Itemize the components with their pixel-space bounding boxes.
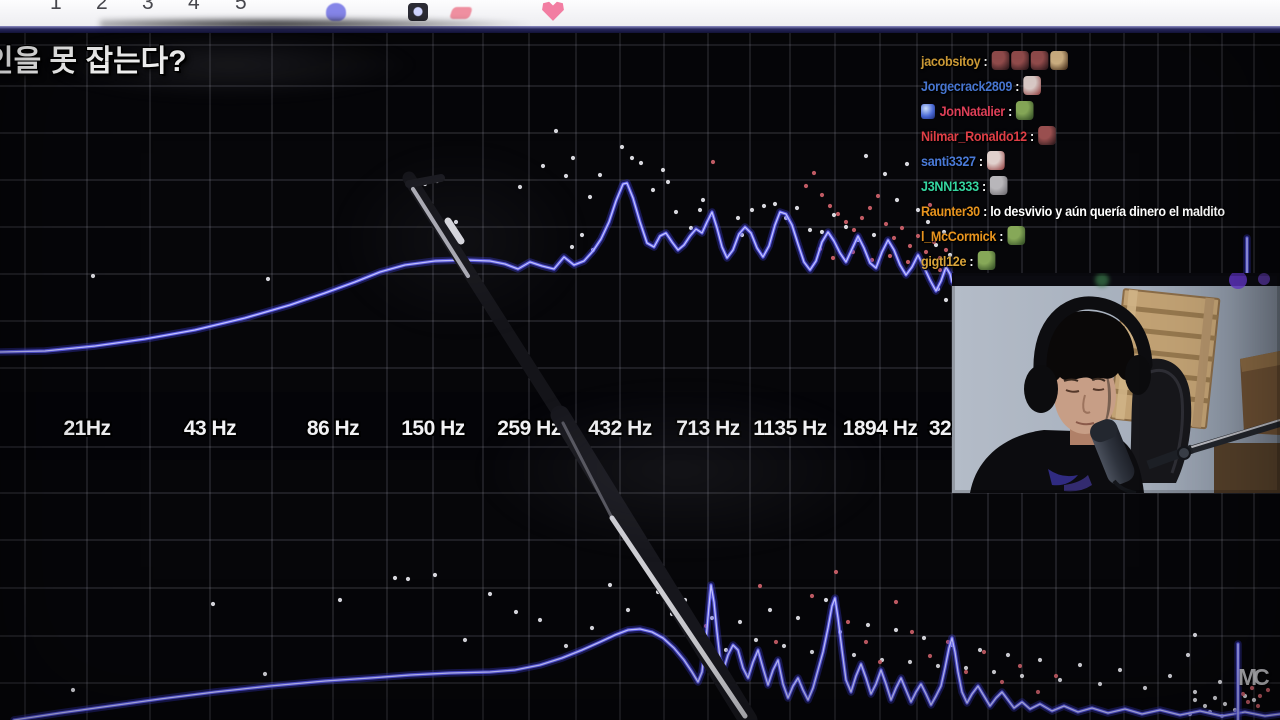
lower-spectrum-trace [10, 581, 1280, 720]
mic-cable [1112, 479, 1137, 493]
monkey-emote[interactable] [1038, 126, 1056, 145]
cardboard-box-flap [1240, 351, 1280, 372]
pepe-emote[interactable] [977, 251, 996, 270]
upper-spectrum-trace [0, 179, 956, 356]
channel-watermark: MC [1238, 664, 1270, 690]
led-glow-purple [1229, 273, 1247, 289]
chat-username[interactable]: J3NN1333 [921, 179, 979, 194]
mic-grille [1090, 419, 1118, 443]
eye-left [1065, 389, 1080, 393]
chat-message: Raunter30 : lo desvivio y aún quería din… [921, 199, 1279, 224]
axis-tick-label: 21Hz [63, 417, 110, 440]
webcam-overlay [952, 273, 1280, 493]
monkey-emote[interactable] [1011, 51, 1029, 70]
toolbar-tab-5[interactable]: 5 [235, 0, 247, 14]
chat-username[interactable]: gigtl12e [921, 254, 967, 269]
headphone-band [1033, 296, 1153, 380]
monkey-emote[interactable] [1030, 51, 1049, 70]
eye-right [1092, 388, 1105, 391]
headphone-cup-left [1024, 365, 1058, 413]
chat-colon: : [996, 229, 1007, 244]
toolbar-tab-1[interactable]: 1 [50, 0, 62, 14]
face-shading [1102, 365, 1111, 429]
axis-tick-label: 713 Hz [676, 417, 740, 440]
axis-tick-label: 43 Hz [184, 417, 236, 440]
cardboard-box-lower [1214, 443, 1280, 493]
axis-tick-label: 32 [929, 417, 951, 440]
bear-emote[interactable] [1050, 51, 1068, 70]
chat-username[interactable]: Nilmar_Ronaldo12 [921, 129, 1027, 144]
chat-username[interactable]: santi3327 [921, 154, 976, 169]
pepe-emote[interactable] [1016, 101, 1034, 120]
chat-username[interactable]: JonNatalier [939, 104, 1006, 119]
axis-tick-label: 86 Hz [307, 417, 359, 440]
axis-tick-label: 1894 Hz [843, 417, 918, 440]
shirt-graphic [1048, 469, 1078, 486]
chat-overlay: jacobsitoy : Jorgecrack2809 : JonNatalie… [921, 49, 1279, 274]
chat-colon: : [975, 154, 987, 169]
toolbar-tab-3[interactable]: 3 [142, 0, 154, 14]
monkey-emote[interactable] [991, 51, 1010, 70]
shirt-graphic2 [1064, 475, 1092, 492]
chat-message: J3NN1333 : [921, 174, 1279, 199]
camera-icon[interactable] [408, 3, 428, 21]
blue-plugin-icon[interactable] [326, 3, 346, 21]
cardboard-box [1240, 351, 1280, 435]
mic-mount-knob [1177, 446, 1191, 460]
chat-username[interactable]: l_McCormick [921, 229, 997, 244]
cry-emote[interactable] [1023, 76, 1041, 95]
eyebrow-right [1091, 377, 1106, 382]
axis-tick-label: 150 Hz [401, 417, 465, 440]
headphone-cup-right [1125, 355, 1151, 395]
foreground-rod [402, 171, 758, 720]
subscriber-badge-icon [921, 104, 935, 119]
chat-colon: : [979, 204, 991, 219]
chat-message: JonNatalier : [921, 99, 1279, 124]
axis-tick-label: 259 Hz [497, 417, 561, 440]
mic-boom-arm [1178, 419, 1280, 457]
person-hair [1035, 311, 1135, 383]
chat-message: Nilmar_Ronaldo12 : [921, 124, 1279, 149]
korean-caption: 인을 못 잡는다? [0, 45, 187, 78]
chat-colon: : [980, 54, 991, 69]
chat-username[interactable]: jacobsitoy [921, 54, 981, 69]
mouth [1075, 421, 1095, 426]
chat-message: santi3327 : [921, 149, 1279, 174]
chat-colon: : [1004, 104, 1016, 119]
chat-message: gigtl12e : [921, 249, 1279, 274]
toolbar-divider [0, 26, 1280, 33]
heart-icon[interactable] [542, 1, 564, 21]
cry-emote[interactable] [986, 151, 1005, 170]
chat-message: l_McCormick : [921, 224, 1279, 249]
chat-username[interactable]: Jorgecrack2809 [921, 79, 1013, 94]
chat-colon: : [1026, 129, 1038, 144]
chat-message: Jorgecrack2809 : [921, 74, 1279, 99]
toolbar-tab-2[interactable]: 2 [96, 0, 108, 14]
axis-tick-label: 432 Hz [588, 417, 652, 440]
chat-message-text: lo desvivio y aún quería dinero el maldi… [990, 204, 1225, 219]
nose [1082, 394, 1091, 414]
scatter-dots-pink [703, 159, 1271, 709]
chat-username[interactable]: Raunter30 [921, 204, 980, 219]
axis-tick-label: 1135 Hz [753, 417, 827, 440]
led-glow-green [1095, 273, 1109, 287]
mic-boom-arm-highlight [1181, 419, 1280, 451]
cat-emote[interactable] [990, 176, 1008, 195]
chat-colon: : [1012, 79, 1023, 94]
chat-colon: : [978, 179, 990, 194]
toolbar-shadow [100, 17, 530, 29]
chat-colon: : [966, 254, 977, 269]
microphone-rig [1090, 419, 1280, 493]
led-glow-purple2 [1258, 273, 1270, 285]
webcam-ceiling-strip [952, 273, 1280, 286]
chat-message: jacobsitoy : [921, 49, 1279, 74]
scatter-dots-white [70, 128, 1257, 719]
pepe-emote[interactable] [1007, 226, 1026, 245]
eyebrow-left [1063, 378, 1079, 382]
axis-tick-labels: 21Hz 43 Hz 86 Hz 150 Hz 259 Hz 432 Hz 713 Hz 11… [61, 415, 953, 442]
toolbar-tab-4[interactable]: 4 [188, 0, 200, 14]
